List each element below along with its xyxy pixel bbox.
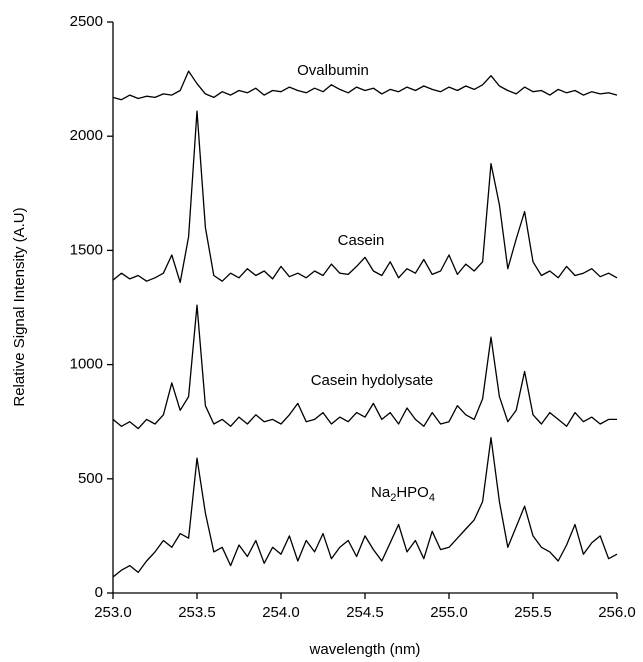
y-axis-label: Relative Signal Intensity (A.U) bbox=[11, 207, 28, 406]
y-tick-label: 500 bbox=[78, 470, 103, 487]
series-line bbox=[112, 437, 618, 578]
x-tick-label: 254.0 bbox=[262, 604, 300, 621]
y-tick-label: 1000 bbox=[70, 356, 103, 373]
x-tick-label: 254.5 bbox=[346, 604, 384, 621]
series-label: Ovalbumin bbox=[297, 62, 369, 79]
x-tick-label: 253.0 bbox=[94, 604, 132, 621]
series-label: Casein hydolysate bbox=[311, 372, 434, 389]
x-tick-label: 256.0 bbox=[598, 604, 636, 621]
x-tick-label: 255.0 bbox=[430, 604, 468, 621]
series-line bbox=[112, 110, 618, 284]
series-label: Na2HPO4 bbox=[371, 484, 435, 504]
series-line bbox=[112, 70, 618, 101]
series-label: Casein bbox=[338, 232, 385, 249]
x-axis-label: wavelength (nm) bbox=[309, 641, 421, 658]
y-tick-label: 2500 bbox=[70, 13, 103, 30]
x-tick-label: 255.5 bbox=[514, 604, 552, 621]
y-tick-label: 1500 bbox=[70, 241, 103, 258]
y-tick-label: 2000 bbox=[70, 127, 103, 144]
x-tick-label: 253.5 bbox=[178, 604, 216, 621]
y-tick-label: 0 bbox=[95, 584, 103, 601]
series-line bbox=[112, 304, 617, 430]
